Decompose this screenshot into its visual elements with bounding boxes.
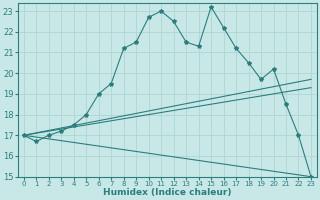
X-axis label: Humidex (Indice chaleur): Humidex (Indice chaleur) (103, 188, 232, 197)
